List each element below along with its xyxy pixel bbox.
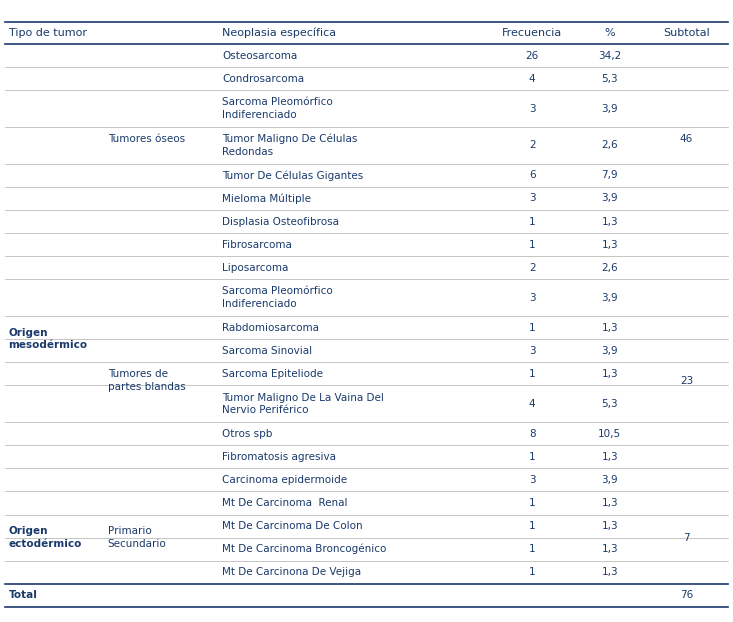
Text: 3: 3	[528, 193, 535, 203]
Text: Liposarcoma: Liposarcoma	[222, 262, 288, 272]
Text: 1,3: 1,3	[602, 452, 618, 462]
Text: Subtotal: Subtotal	[663, 28, 710, 38]
Text: 4: 4	[528, 73, 535, 84]
Text: Tumores óseos: Tumores óseos	[108, 134, 185, 144]
Text: 3,9: 3,9	[602, 193, 618, 203]
Text: Fibrosarcoma: Fibrosarcoma	[222, 239, 292, 249]
Text: 23: 23	[679, 376, 693, 386]
Text: Tumor Maligno De La Vaina Del
Nervio Periférico: Tumor Maligno De La Vaina Del Nervio Per…	[222, 392, 384, 415]
Text: 1: 1	[528, 239, 535, 249]
Text: %: %	[605, 28, 615, 38]
Text: 1,3: 1,3	[602, 544, 618, 554]
Text: 10,5: 10,5	[598, 429, 622, 439]
Text: Displasia Osteofibrosa: Displasia Osteofibrosa	[222, 216, 339, 226]
Text: 5,3: 5,3	[602, 399, 618, 409]
Text: Frecuencia: Frecuencia	[502, 28, 562, 38]
Text: 26: 26	[526, 50, 539, 60]
Text: 1,3: 1,3	[602, 216, 618, 226]
Text: 3,9: 3,9	[602, 104, 618, 114]
Text: Fibromatosis agresiva: Fibromatosis agresiva	[222, 452, 336, 462]
Text: 3: 3	[528, 293, 535, 303]
Text: Mieloma Múltiple: Mieloma Múltiple	[222, 193, 311, 203]
Text: Tipo de tumor: Tipo de tumor	[9, 28, 86, 38]
Text: Otros spb: Otros spb	[222, 429, 272, 439]
Text: Origen
ectodérmico: Origen ectodérmico	[9, 526, 82, 549]
Text: 1: 1	[528, 452, 535, 462]
Text: Tumores de
partes blandas: Tumores de partes blandas	[108, 369, 185, 392]
Text: 1,3: 1,3	[602, 239, 618, 249]
Text: 3,9: 3,9	[602, 346, 618, 356]
Text: 76: 76	[679, 590, 693, 600]
Text: 3: 3	[528, 104, 535, 114]
Text: Primario
Secundario: Primario Secundario	[108, 526, 166, 549]
Text: 1: 1	[528, 544, 535, 554]
Text: 1,3: 1,3	[602, 521, 618, 531]
Text: 1,3: 1,3	[602, 369, 618, 379]
Text: 8: 8	[528, 429, 535, 439]
Text: 1,3: 1,3	[602, 567, 618, 577]
Text: 1: 1	[528, 521, 535, 531]
Text: Carcinoma epidermoide: Carcinoma epidermoide	[222, 475, 347, 485]
Text: 1,3: 1,3	[602, 323, 618, 333]
Text: Mt De Carcinona De Vejiga: Mt De Carcinona De Vejiga	[222, 567, 361, 577]
Text: 3,9: 3,9	[602, 293, 618, 303]
Text: 2,6: 2,6	[602, 141, 618, 151]
Text: Tumor Maligno De Células
Redondas: Tumor Maligno De Células Redondas	[222, 134, 357, 157]
Text: Tumor De Células Gigantes: Tumor De Células Gigantes	[222, 170, 363, 180]
Text: 46: 46	[679, 134, 693, 144]
Text: 4: 4	[528, 399, 535, 409]
Text: Mt De Carcinoma  Renal: Mt De Carcinoma Renal	[222, 498, 347, 508]
Text: Origen
mesodérmico: Origen mesodérmico	[9, 328, 88, 350]
Text: 1: 1	[528, 498, 535, 508]
Text: 34,2: 34,2	[598, 50, 622, 60]
Text: 1,3: 1,3	[602, 498, 618, 508]
Text: Rabdomiosarcoma: Rabdomiosarcoma	[222, 323, 319, 333]
Text: 7: 7	[683, 532, 690, 542]
Text: 1: 1	[528, 567, 535, 577]
Text: 1: 1	[528, 369, 535, 379]
Text: Osteosarcoma: Osteosarcoma	[222, 50, 297, 60]
Text: 3: 3	[528, 346, 535, 356]
Text: Sarcoma Epiteliode: Sarcoma Epiteliode	[222, 369, 323, 379]
Text: 2: 2	[528, 141, 535, 151]
Text: 3: 3	[528, 475, 535, 485]
Text: Sarcoma Sinovial: Sarcoma Sinovial	[222, 346, 312, 356]
Text: 6: 6	[528, 170, 535, 180]
Text: 1: 1	[528, 323, 535, 333]
Text: 1: 1	[528, 216, 535, 226]
Text: Sarcoma Pleomórfico
Indiferenciado: Sarcoma Pleomórfico Indiferenciado	[222, 287, 333, 309]
Text: Mt De Carcinoma De Colon: Mt De Carcinoma De Colon	[222, 521, 363, 531]
Text: Sarcoma Pleomórfico
Indiferenciado: Sarcoma Pleomórfico Indiferenciado	[222, 98, 333, 120]
Text: Total: Total	[9, 590, 37, 600]
Text: 2: 2	[528, 262, 535, 272]
Text: Neoplasia específica: Neoplasia específica	[222, 28, 336, 38]
Text: 3,9: 3,9	[602, 475, 618, 485]
Text: 2,6: 2,6	[602, 262, 618, 272]
Text: 7,9: 7,9	[602, 170, 618, 180]
Text: Mt De Carcinoma Broncogénico: Mt De Carcinoma Broncogénico	[222, 544, 386, 554]
Text: 5,3: 5,3	[602, 73, 618, 84]
Text: Condrosarcoma: Condrosarcoma	[222, 73, 304, 84]
